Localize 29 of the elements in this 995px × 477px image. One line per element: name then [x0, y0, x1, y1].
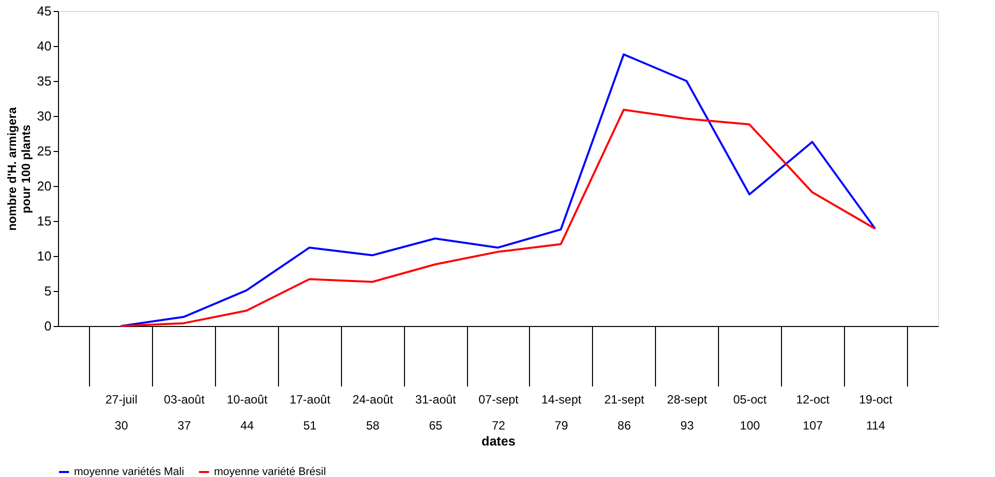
legend-label: moyenne variétés Mali — [74, 466, 184, 477]
x-tick-label: 28-sept 93 — [667, 392, 708, 432]
line-series — [120, 53, 876, 327]
x-tick-label: 21-sept 86 — [604, 392, 645, 432]
x-tick-label: 19-oct 114 — [858, 392, 893, 432]
y-tick-label: 5 — [44, 284, 52, 298]
y-tick-label: 45 — [37, 4, 52, 18]
y-tick-label: 25 — [37, 144, 52, 158]
y-tick-label: 15 — [37, 214, 52, 228]
y-tick-label: 20 — [37, 178, 52, 194]
y-tick-label: 0 — [44, 318, 52, 334]
x-axis-title: dates — [482, 434, 516, 448]
x-tick-label: 10-août 44 — [226, 392, 268, 432]
x-tick-label: 12-oct 107 — [796, 392, 830, 432]
x-tick-label: 05-oct 100 — [733, 392, 768, 432]
x-tick-label: 27-juil 30 — [105, 392, 138, 432]
x-tick-label: 24-août 58 — [352, 392, 394, 432]
y-tick-label: 35 — [37, 74, 52, 88]
y-tick-label: 40 — [37, 38, 52, 54]
x-tick-label: 31-août 65 — [415, 392, 457, 432]
y-tick-label: 10 — [37, 248, 52, 264]
x-tick-label: 17-août 51 — [290, 392, 331, 432]
y-tick-label: 30 — [37, 108, 52, 124]
x-tick-label: 07-sept 72 — [478, 392, 520, 432]
x-tick-label: 14-sept 79 — [541, 392, 582, 432]
y-axis-title: nombre d'H. armigera pour 100 plants — [5, 106, 34, 231]
legend-label: moyenne variété Brésil — [214, 466, 326, 477]
line-series — [120, 108, 876, 327]
x-tick-label: 03-août 37 — [164, 392, 206, 432]
